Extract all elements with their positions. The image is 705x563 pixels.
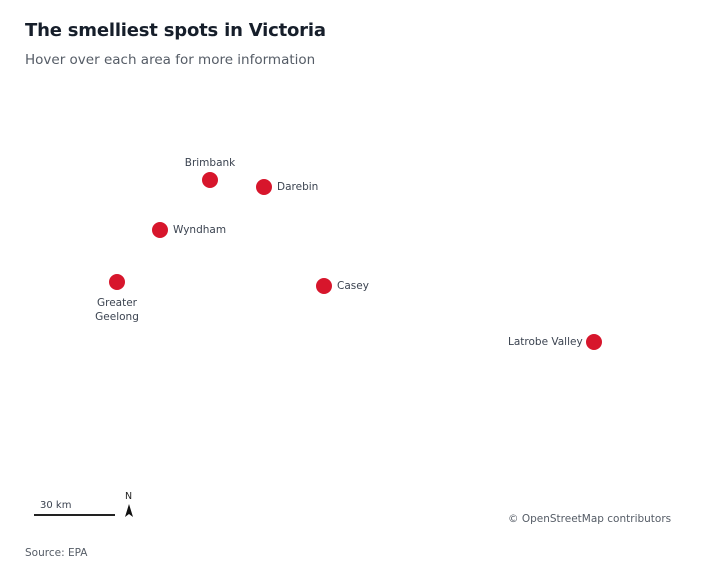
label-brimbank: Brimbank [184, 157, 236, 169]
label-casey: Casey [337, 280, 369, 292]
marker-casey[interactable] [315, 277, 333, 295]
north-label: N [125, 491, 133, 502]
label-greater-geelong: Greater Geelong [95, 297, 139, 323]
marker-brimbank[interactable] [201, 171, 219, 189]
label-latrobe-valley: Latrobe Valley [508, 336, 583, 348]
scale-line [34, 514, 115, 516]
source-note: Source: EPA [25, 547, 88, 559]
page-title: The smelliest spots in Victoria [25, 20, 326, 41]
scale-label: 30 km [40, 500, 72, 511]
label-wyndham: Wyndham [173, 224, 227, 236]
scale-bar: 30 km [34, 500, 116, 516]
map-attribution[interactable]: © OpenStreetMap contributors [508, 513, 672, 525]
north-arrow: N [123, 491, 135, 519]
marker-wyndham[interactable] [151, 221, 169, 239]
marker-latrobe-valley[interactable] [585, 333, 603, 351]
marker-greater-geelong[interactable] [108, 273, 126, 291]
marker-darebin[interactable] [255, 178, 273, 196]
label-darebin: Darebin [277, 181, 319, 193]
north-arrow-icon [125, 504, 133, 517]
page-subtitle: Hover over each area for more informatio… [25, 52, 316, 68]
